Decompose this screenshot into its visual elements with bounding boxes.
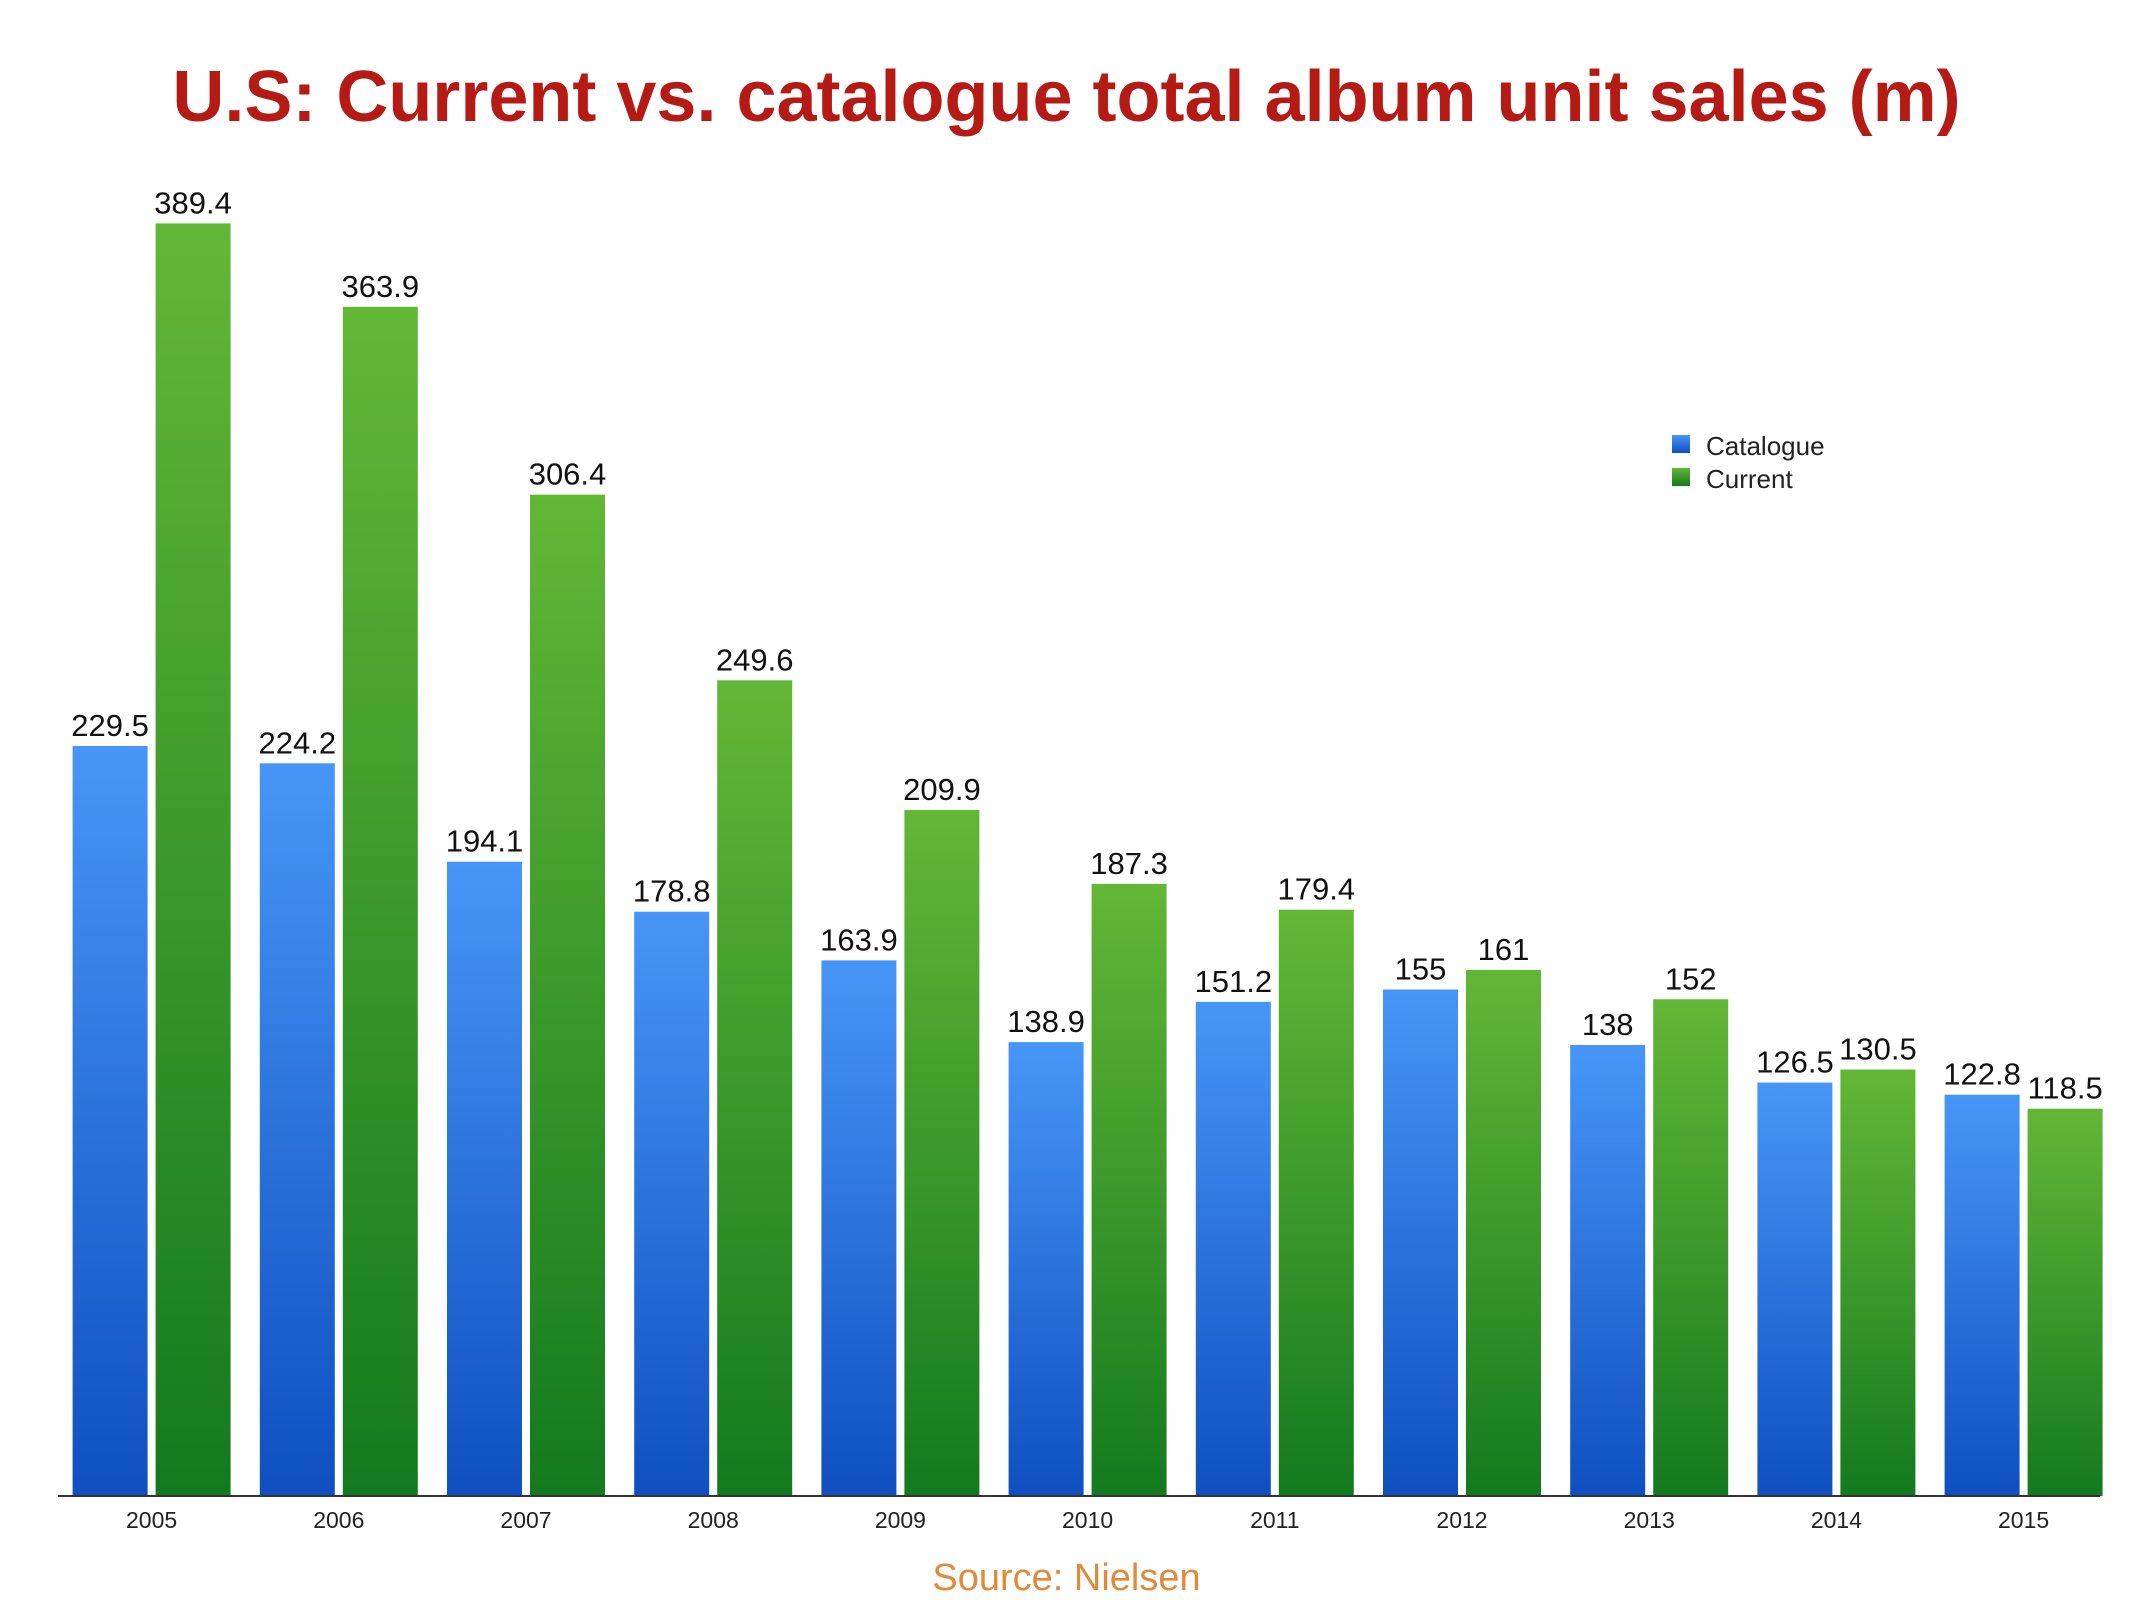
- value-label-catalogue-2011: 151.2: [1195, 964, 1273, 999]
- bar-current-2008: [717, 680, 793, 1496]
- value-label-current-2010: 187.3: [1090, 846, 1168, 881]
- x-tick-label-2010: 2010: [1062, 1507, 1113, 1533]
- bar-current-2011: [1278, 909, 1354, 1496]
- bar-current-2006: [342, 306, 418, 1496]
- value-label-current-2015: 118.5: [2027, 1071, 2102, 1106]
- value-label-current-2007: 306.4: [529, 457, 607, 492]
- value-label-current-2013: 152: [1665, 961, 1717, 996]
- bar-current-2012: [1466, 969, 1541, 1496]
- value-label-catalogue-2008: 178.8: [633, 874, 711, 909]
- source-note: Source: Nielsen: [932, 1557, 1201, 1599]
- x-tick-label-2008: 2008: [688, 1507, 739, 1533]
- bar-catalogue-2013: [1570, 1045, 1646, 1496]
- value-label-catalogue-2007: 194.1: [446, 824, 524, 859]
- x-tick-label-2015: 2015: [1998, 1507, 2049, 1533]
- chart-title: U.S: Current vs. catalogue total album u…: [172, 57, 1961, 137]
- value-label-catalogue-2009: 163.9: [820, 922, 898, 957]
- x-tick-label-2012: 2012: [1436, 1507, 1487, 1533]
- value-label-catalogue-2010: 138.9: [1007, 1004, 1085, 1039]
- bar-catalogue-2015: [1944, 1094, 2020, 1496]
- x-tick-label-2005: 2005: [126, 1507, 177, 1533]
- legend-label-catalogue: Catalogue: [1706, 431, 1825, 461]
- bar-catalogue-2009: [821, 960, 897, 1496]
- value-label-current-2014: 130.5: [1839, 1032, 1917, 1067]
- x-tick-label-2014: 2014: [1811, 1507, 1862, 1533]
- value-label-catalogue-2006: 224.2: [259, 725, 337, 760]
- value-label-catalogue-2012: 155: [1395, 952, 1447, 987]
- value-label-catalogue-2005: 229.5: [71, 708, 149, 743]
- legend: Catalogue Current: [1672, 431, 1825, 494]
- x-tick-label-2011: 2011: [1250, 1507, 1299, 1533]
- bar-catalogue-2006: [259, 763, 335, 1496]
- bar-catalogue-2005: [72, 746, 148, 1496]
- bar-current-2007: [530, 494, 605, 1496]
- bar-catalogue-2008: [634, 911, 710, 1496]
- value-label-current-2011: 179.4: [1278, 872, 1356, 907]
- x-tick-label-2006: 2006: [313, 1507, 364, 1533]
- value-label-current-2009: 209.9: [903, 772, 981, 807]
- bar-catalogue-2014: [1757, 1082, 1833, 1496]
- value-label-catalogue-2013: 138: [1582, 1007, 1634, 1042]
- legend-swatch-catalogue: [1672, 435, 1690, 453]
- x-tick-label-2007: 2007: [500, 1507, 551, 1533]
- x-axis-ticks-layer: 2005 2006 2007 2008 2009 2010 2011 2012 2013 2014…: [126, 1507, 2049, 1533]
- x-tick-label-2013: 2013: [1624, 1507, 1675, 1533]
- value-label-catalogue-2015: 122.8: [1943, 1057, 2021, 1092]
- bar-current-2005: [155, 223, 231, 1496]
- value-label-catalogue-2014: 126.5: [1756, 1045, 1834, 1080]
- value-label-current-2008: 249.6: [716, 642, 794, 677]
- bar-current-2009: [904, 810, 980, 1496]
- x-tick-label-2009: 2009: [875, 1507, 926, 1533]
- bar-current-2014: [1840, 1069, 1916, 1496]
- value-label-current-2006: 363.9: [342, 269, 420, 304]
- bar-catalogue-2010: [1008, 1042, 1084, 1496]
- value-labels-layer: 229.5 389.4 224.2 363.9 194.1 306.4 178.8 249.6…: [71, 185, 2102, 1105]
- legend-swatch-current: [1672, 468, 1690, 486]
- bars-layer: [72, 223, 2103, 1496]
- bar-catalogue-2011: [1195, 1001, 1271, 1496]
- value-label-current-2005: 389.4: [154, 185, 232, 220]
- value-label-current-2012: 161: [1478, 932, 1530, 967]
- legend-label-current: Current: [1706, 464, 1793, 494]
- bar-current-2015: [2027, 1108, 2103, 1496]
- bar-current-2010: [1091, 883, 1167, 1496]
- bar-catalogue-2007: [447, 861, 522, 1496]
- bar-catalogue-2012: [1383, 989, 1458, 1496]
- bar-current-2013: [1653, 999, 1729, 1496]
